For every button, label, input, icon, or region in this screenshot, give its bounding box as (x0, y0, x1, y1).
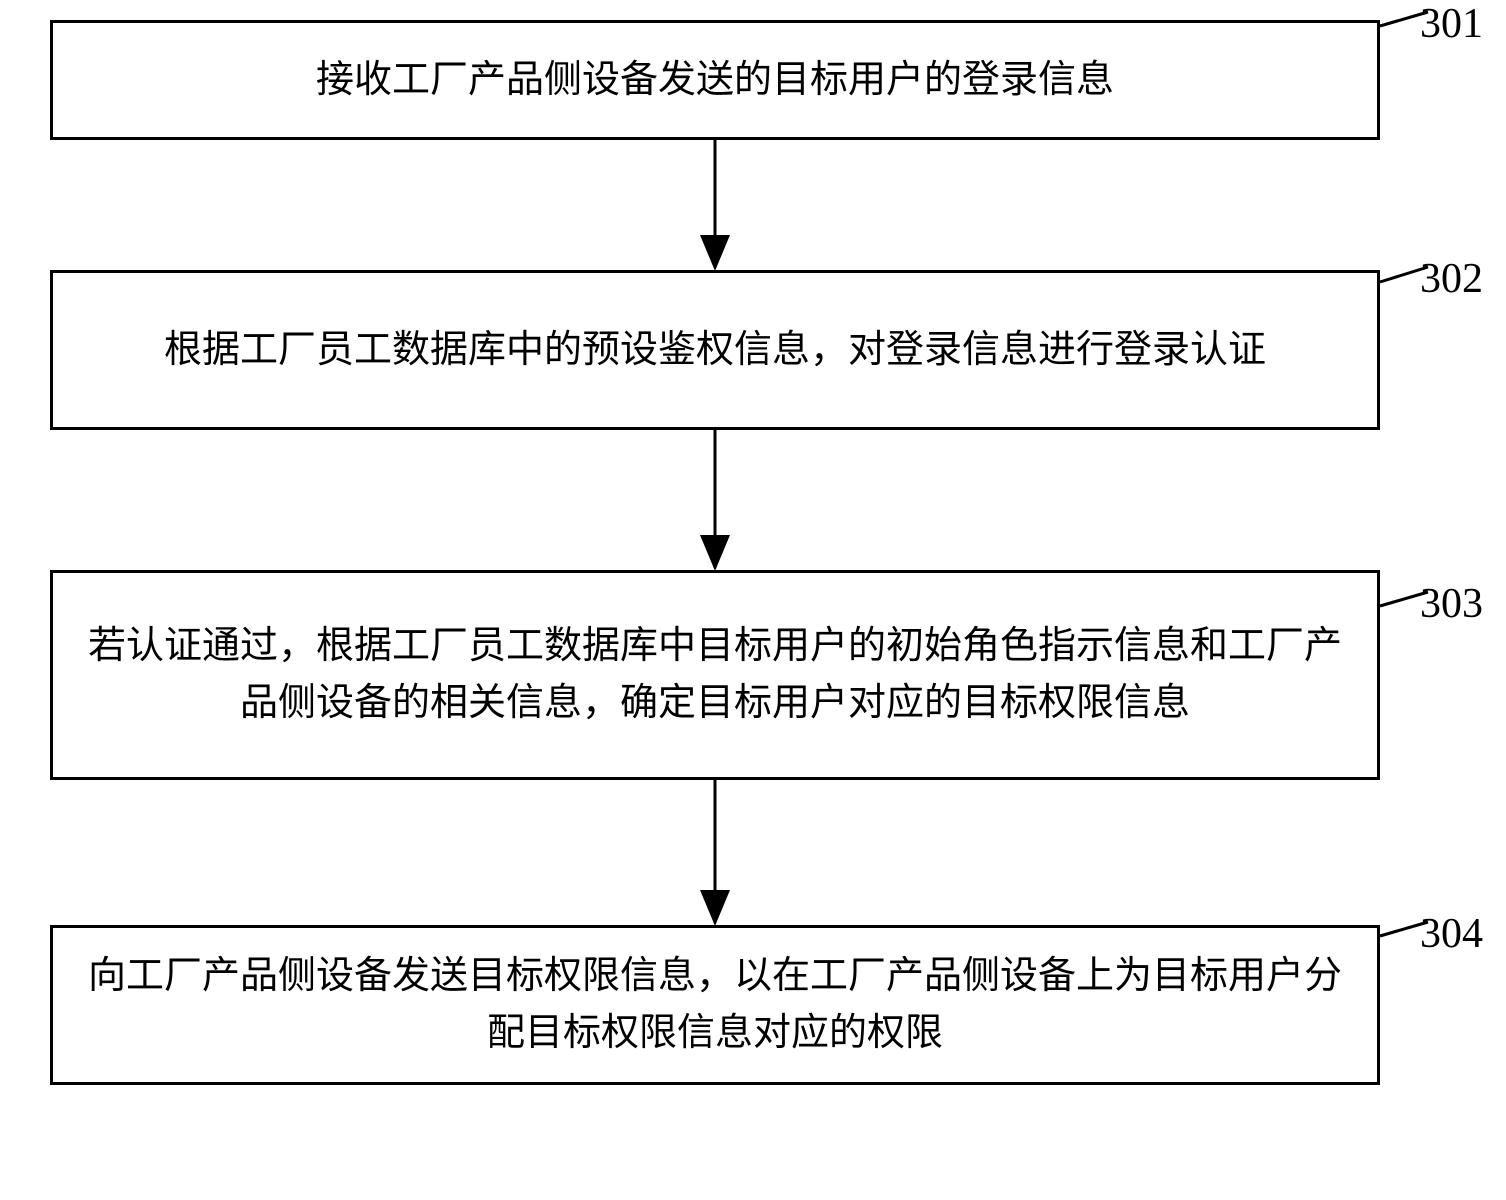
flow-node-3: 若认证通过，根据工厂员工数据库中目标用户的初始角色指示信息和工厂产品侧设备的相关… (50, 570, 1380, 780)
step-label-302: 302 (1420, 255, 1483, 303)
step-label-301: 301 (1420, 0, 1483, 48)
flow-node-2: 根据工厂员工数据库中的预设鉴权信息，对登录信息进行登录认证 (50, 270, 1380, 430)
flow-node-3-text: 若认证通过，根据工厂员工数据库中目标用户的初始角色指示信息和工厂产品侧设备的相关… (83, 618, 1347, 732)
step-label-302-text: 302 (1420, 256, 1483, 302)
step-label-303: 303 (1420, 580, 1483, 628)
step-label-304-text: 304 (1420, 911, 1483, 957)
flow-node-4-text: 向工厂产品侧设备发送目标权限信息，以在工厂产品侧设备上为目标用户分配目标权限信息… (83, 948, 1347, 1062)
flowchart-canvas: 接收工厂产品侧设备发送的目标用户的登录信息 根据工厂员工数据库中的预设鉴权信息，… (0, 0, 1506, 1200)
step-label-303-text: 303 (1420, 581, 1483, 627)
flow-node-1: 接收工厂产品侧设备发送的目标用户的登录信息 (50, 20, 1380, 140)
step-label-301-text: 301 (1420, 1, 1483, 47)
flow-node-4: 向工厂产品侧设备发送目标权限信息，以在工厂产品侧设备上为目标用户分配目标权限信息… (50, 925, 1380, 1085)
step-label-304: 304 (1420, 910, 1483, 958)
flow-node-1-text: 接收工厂产品侧设备发送的目标用户的登录信息 (316, 52, 1114, 109)
flow-node-2-text: 根据工厂员工数据库中的预设鉴权信息，对登录信息进行登录认证 (164, 322, 1266, 379)
